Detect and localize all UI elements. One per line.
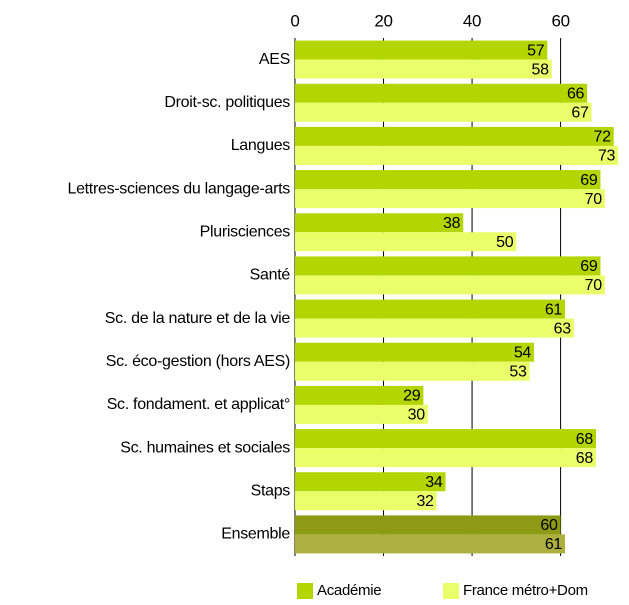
y-tick-label: Sc. humaines et sociales [120, 439, 290, 456]
bar [295, 448, 597, 468]
value-label: 53 [509, 363, 527, 380]
value-label: 30 [408, 407, 426, 424]
x-tick-label: 40 [463, 11, 481, 30]
bar [295, 491, 437, 511]
bar [295, 126, 614, 146]
bar [295, 342, 535, 362]
value-label: 57 [527, 42, 545, 59]
value-label: 58 [532, 61, 550, 78]
value-label: 61 [545, 536, 563, 553]
bar [295, 59, 552, 79]
bar [295, 189, 605, 209]
bar [295, 318, 574, 338]
value-label: 72 [594, 129, 612, 146]
bar [295, 170, 601, 190]
value-label: 60 [540, 517, 558, 534]
bar [295, 40, 548, 60]
y-tick-label: Ensemble [221, 526, 290, 543]
value-label: 73 [598, 148, 616, 165]
bar [295, 472, 446, 492]
bar [295, 404, 428, 424]
y-tick-label: Droit-sc. politiques [164, 94, 290, 111]
y-tick-label: Langues [231, 137, 291, 154]
value-label: 70 [585, 277, 603, 294]
bar [295, 213, 464, 233]
legend-label: France métro+Dom [463, 582, 588, 599]
bar [295, 429, 597, 449]
bar [295, 102, 592, 122]
value-label: 50 [496, 234, 514, 251]
bar [295, 275, 605, 295]
bar [295, 83, 588, 103]
bar [295, 299, 566, 319]
value-label: 69 [580, 172, 598, 189]
y-tick-label: Plurisciences [200, 223, 291, 240]
value-label: 68 [576, 431, 594, 448]
bar [295, 145, 619, 165]
value-label: 68 [576, 450, 594, 467]
value-label: 54 [514, 344, 532, 361]
bar [295, 361, 530, 381]
y-tick-label: Santé [250, 267, 291, 284]
y-tick-label: AES [259, 51, 290, 68]
y-tick-label: Lettres-sciences du langage-arts [67, 180, 290, 197]
x-tick-label: 0 [290, 11, 299, 30]
value-label: 63 [554, 320, 572, 337]
value-label: 69 [580, 258, 598, 275]
value-label: 66 [567, 85, 585, 102]
x-tick-label: 20 [374, 11, 392, 30]
legend-swatch [297, 583, 313, 599]
value-label: 34 [425, 474, 443, 491]
y-tick-label: Staps [251, 482, 291, 499]
value-label: 38 [443, 215, 461, 232]
value-label: 29 [403, 388, 421, 405]
x-tick-label: 60 [551, 11, 569, 30]
value-label: 67 [571, 104, 589, 121]
value-label: 70 [585, 191, 603, 208]
y-tick-label: Sc. éco-gestion (hors AES) [106, 353, 290, 370]
bar [295, 256, 601, 276]
legend-swatch [443, 583, 459, 599]
bar [295, 232, 517, 252]
bar [295, 534, 566, 554]
bar [295, 385, 424, 405]
y-tick-label: Sc. de la nature et de la vie [105, 310, 291, 327]
legend-label: Académie [317, 582, 381, 599]
y-tick-label: Sc. fondament. et applicat° [107, 396, 290, 413]
value-label: 32 [416, 493, 434, 510]
value-label: 61 [545, 301, 563, 318]
bar [295, 515, 561, 535]
